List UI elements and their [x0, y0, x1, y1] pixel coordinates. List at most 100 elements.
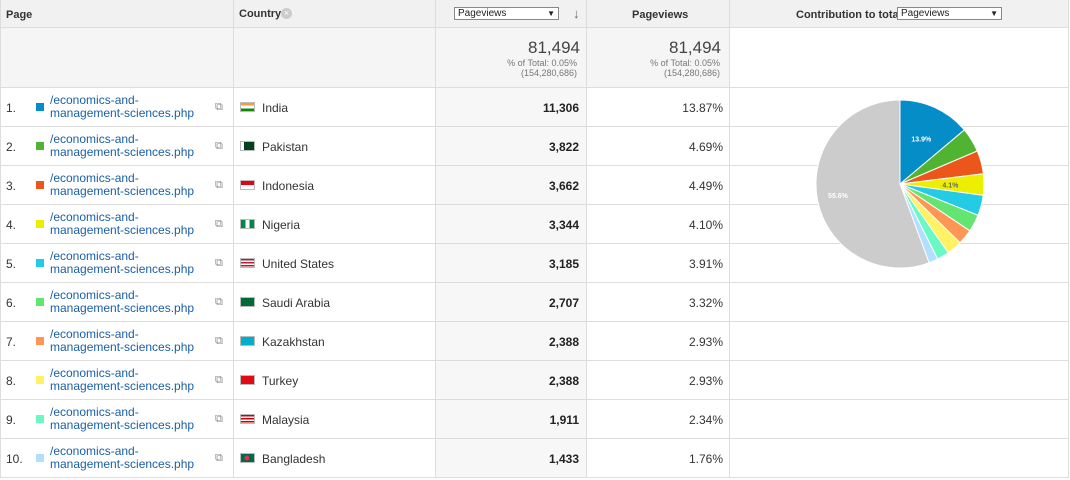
pageviews-value: 2,707 [548, 296, 579, 310]
page-link[interactable]: /economics-and-management-sciences.php [50, 366, 195, 393]
pie-slice-label: 4.1% [942, 182, 959, 189]
pie-slice-other[interactable] [815, 99, 930, 269]
external-link-icon[interactable]: ⧉ [215, 179, 223, 191]
page-link[interactable]: /economics-and-management-sciences.php [50, 444, 195, 471]
page-link[interactable]: /economics-and-management-sciences.php [50, 93, 195, 120]
primary-metric-select-value: Pageviews [458, 8, 507, 19]
series-color-swatch [36, 259, 44, 267]
table-row: 2. /economics-and-management-sciences.php… [0, 127, 1069, 166]
pageviews-value: 2,388 [548, 374, 579, 388]
contribution-select-value: Pageviews [901, 8, 950, 19]
percent-value: 2.93% [688, 335, 723, 349]
page-link[interactable]: /economics-and-management-sciences.php [50, 132, 195, 159]
divider [233, 0, 234, 477]
series-color-swatch [36, 142, 44, 150]
page-link[interactable]: /economics-and-management-sciences.php [50, 288, 195, 315]
country-name[interactable]: Malaysia [262, 413, 310, 427]
series-color-swatch [36, 454, 44, 462]
country-name[interactable]: Saudi Arabia [262, 296, 331, 310]
dropdown-arrow-icon: ▼ [547, 9, 555, 18]
country-flag-icon [240, 258, 255, 268]
country-flag-icon [240, 414, 255, 424]
row-number: 10. [6, 452, 23, 466]
table-row: 10. /economics-and-management-sciences.ph… [0, 439, 1069, 478]
row-number: 5. [6, 257, 17, 271]
external-link-icon[interactable]: ⧉ [215, 296, 223, 308]
header-country[interactable]: Country [239, 8, 282, 20]
table-row: 8. /economics-and-management-sciences.php… [0, 361, 1069, 400]
series-color-swatch [36, 181, 44, 189]
totals-row [0, 28, 730, 87]
sort-descending-icon[interactable]: ↓ [573, 6, 580, 21]
country-flag-icon [240, 219, 255, 229]
country-name[interactable]: Turkey [262, 374, 299, 388]
pie-slice-1[interactable] [899, 99, 966, 186]
percent-value: 4.10% [688, 218, 723, 232]
row-number: 3. [6, 179, 17, 193]
series-color-swatch [36, 220, 44, 228]
country-name[interactable]: Indonesia [262, 179, 315, 193]
series-color-swatch [36, 103, 44, 111]
remove-dimension-icon[interactable]: × [281, 8, 292, 19]
pageviews-value: 1,433 [548, 452, 579, 466]
pageviews-value: 3,344 [548, 218, 579, 232]
divider [0, 0, 1, 477]
pageviews-value: 1,911 [549, 413, 579, 427]
external-link-icon[interactable]: ⧉ [215, 140, 223, 152]
series-color-swatch [36, 415, 44, 423]
row-number: 4. [6, 218, 17, 232]
table-row: 1. /economics-and-management-sciences.php… [0, 88, 1069, 127]
country-flag-icon [240, 336, 255, 346]
header-page[interactable]: Page [6, 9, 33, 21]
divider [0, 204, 1069, 205]
percent-value: 3.32% [688, 296, 723, 310]
divider [435, 0, 436, 477]
divider [0, 165, 1069, 166]
header-country-cell: Country × [233, 0, 435, 28]
external-link-icon[interactable]: ⧉ [215, 335, 223, 347]
divider [729, 0, 730, 477]
row-number: 6. [6, 296, 17, 310]
row-number: 9. [6, 413, 17, 427]
divider [0, 282, 1069, 283]
page-link[interactable]: /economics-and-management-sciences.php [50, 171, 195, 198]
percent-value: 13.87% [682, 101, 723, 115]
series-color-swatch [36, 337, 44, 345]
header-pageviews[interactable]: Pageviews [632, 9, 689, 21]
percent-value: 1.76% [688, 452, 723, 466]
series-color-swatch [36, 376, 44, 384]
divider [0, 399, 1069, 400]
page-link[interactable]: /economics-and-management-sciences.php [50, 405, 195, 432]
country-flag-icon [240, 102, 255, 112]
pageviews-value: 3,185 [548, 257, 579, 271]
row-number: 7. [6, 335, 17, 349]
external-link-icon[interactable]: ⧉ [215, 452, 223, 464]
country-name[interactable]: United States [262, 257, 335, 271]
page-link[interactable]: /economics-and-management-sciences.php [50, 210, 195, 237]
dropdown-arrow-icon: ▼ [990, 9, 998, 18]
contribution-metric-select[interactable]: Pageviews ▼ [897, 7, 1002, 20]
country-name[interactable]: Nigeria [262, 218, 301, 232]
page-link[interactable]: /economics-and-management-sciences.php [50, 249, 195, 276]
country-name[interactable]: Bangladesh [262, 452, 326, 466]
external-link-icon[interactable]: ⧉ [215, 413, 223, 425]
header-page-cell: Page [0, 0, 233, 28]
country-name[interactable]: India [262, 101, 289, 115]
primary-metric-select[interactable]: Pageviews ▼ [454, 7, 559, 20]
divider [0, 438, 1069, 439]
pageviews-value: 11,306 [542, 101, 579, 115]
row-number: 2. [6, 140, 17, 154]
contribution-label: Contribution to total: [796, 9, 906, 21]
external-link-icon[interactable]: ⧉ [215, 374, 223, 386]
divider [586, 0, 587, 477]
pageviews-value: 2,388 [548, 335, 579, 349]
external-link-icon[interactable]: ⧉ [215, 101, 223, 113]
country-name[interactable]: Kazakhstan [262, 335, 325, 349]
country-name[interactable]: Pakistan [262, 140, 309, 154]
external-link-icon[interactable]: ⧉ [215, 257, 223, 269]
page-link[interactable]: /economics-and-management-sciences.php [50, 327, 195, 354]
external-link-icon[interactable]: ⧉ [215, 218, 223, 230]
contribution-pie-chart: 13.9% 4.1% 55.6% [815, 99, 985, 269]
pageviews-value: 3,662 [548, 179, 579, 193]
